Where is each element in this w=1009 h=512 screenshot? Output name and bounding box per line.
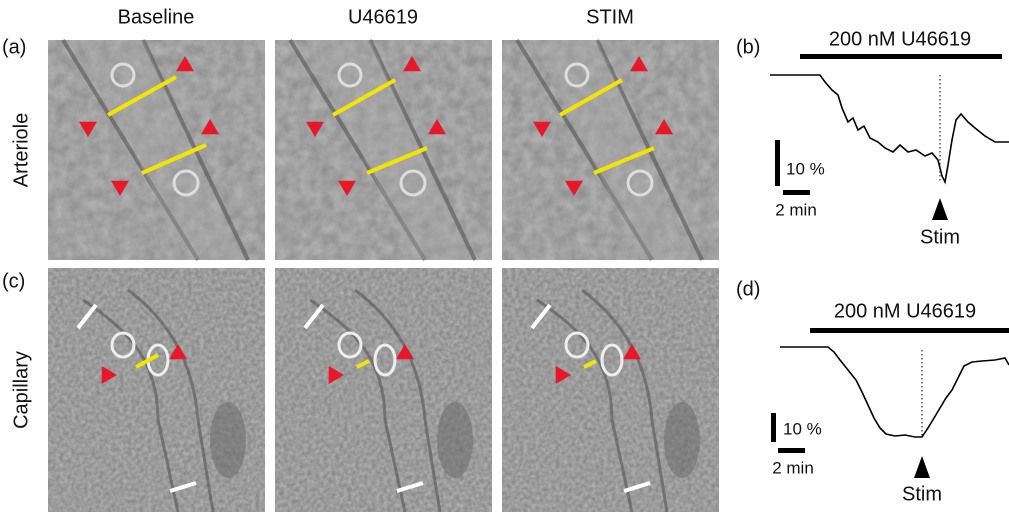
row-label: Capillary xyxy=(10,351,32,429)
scale-x-label: 2 min xyxy=(772,458,814,477)
scale-y-label: 10 % xyxy=(786,159,825,178)
cell xyxy=(210,402,246,478)
column-header: STIM xyxy=(586,6,634,28)
panel-label: (d) xyxy=(736,278,760,300)
drug-bar xyxy=(810,328,1009,333)
stim-label: Stim xyxy=(920,226,960,248)
stim-arrow xyxy=(932,198,948,220)
page: Baseline U46619 STIM (a) (c) (b) (d) Art… xyxy=(0,0,1009,512)
scale-bar xyxy=(775,140,780,186)
scale-bar xyxy=(783,190,810,195)
drug-bar xyxy=(800,54,1002,59)
row-label: Arteriole xyxy=(10,113,32,187)
scale-y-label: 10 % xyxy=(783,419,822,438)
micrographs xyxy=(48,40,719,512)
column-header: U46619 xyxy=(348,6,418,28)
panel-label: (b) xyxy=(736,36,760,58)
figure: Baseline U46619 STIM (a) (c) (b) (d) Art… xyxy=(0,0,1009,512)
stim-arrow xyxy=(914,456,930,478)
drug-label: 200 nM U46619 xyxy=(834,300,976,322)
stim-label: Stim xyxy=(902,483,942,505)
panel-label: (c) xyxy=(2,270,25,292)
scale-bar xyxy=(771,413,776,442)
scale-bar xyxy=(778,448,805,453)
scale-x-label: 2 min xyxy=(775,200,817,219)
drug-label: 200 nM U46619 xyxy=(829,28,971,50)
column-header: Baseline xyxy=(118,6,195,28)
panel-label: (a) xyxy=(2,36,26,58)
cell xyxy=(437,402,473,478)
cell xyxy=(664,402,700,478)
